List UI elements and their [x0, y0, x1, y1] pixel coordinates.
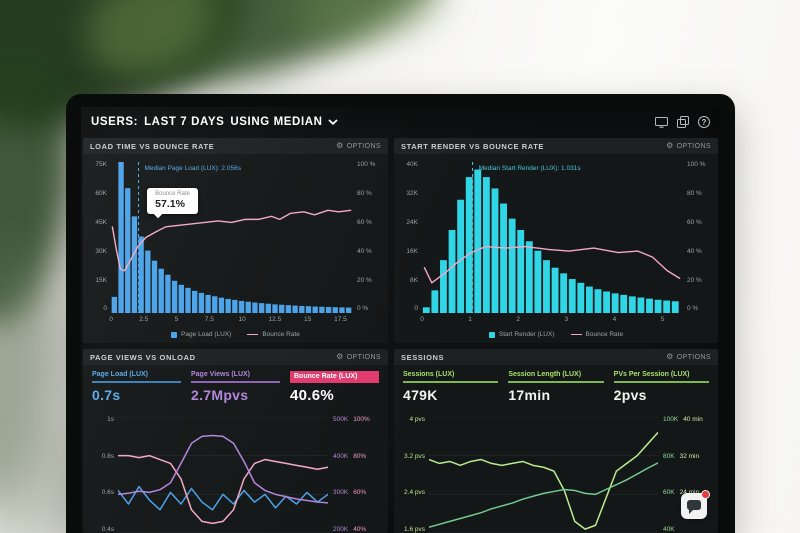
y-axis-left: 75K 60K 45K 30K 15K 0: [95, 161, 107, 313]
gear-icon: ⚙: [666, 352, 674, 361]
chevron-down-icon: [327, 116, 338, 128]
gear-icon: ⚙: [336, 352, 344, 361]
options-label: OPTIONS: [346, 142, 381, 150]
y-axis-left: 4 pvs 3.2 pvs 2.4 pvs 1.6 pvs: [404, 416, 425, 533]
start-render-chart: [422, 162, 682, 313]
sessions-chart: [429, 417, 658, 533]
blue-swatch-icon: [171, 331, 178, 338]
metric-pvs-per-session: PVs Per Session (LUX) 2pvs: [613, 371, 709, 413]
metric-bounce-rate: Bounce Rate (LUX) 40.6%: [290, 371, 379, 413]
sessions-chart-plot[interactable]: [429, 417, 658, 533]
panel-start-render-header: START RENDER VS BOUNCE RATE ⚙ OPTIONS: [394, 138, 718, 154]
mini-chart-area: 1s 0.8s 0.6s 0.4s 500K 100% 400K 80% 300K 60% 200…: [83, 413, 388, 533]
legend-page-load[interactable]: Page Load (LUX): [171, 331, 231, 338]
panel-page-views-header: PAGE VIEWS VS ONLOAD ⚙ OPTIONS: [83, 349, 388, 365]
options-button[interactable]: ⚙ OPTIONS: [336, 142, 381, 150]
tooltip: Bounce Rate 57.1%: [147, 187, 198, 214]
load-time-chart: [111, 162, 352, 313]
metric-session-length: Session Length (LUX) 17min: [508, 371, 604, 413]
title-metric: USING MEDIAN: [230, 116, 323, 128]
export-icon[interactable]: [677, 116, 689, 128]
panel-start-render: START RENDER VS BOUNCE RATE ⚙ OPTIONS 40…: [394, 138, 718, 343]
panel-sessions-header: SESSIONS ⚙ OPTIONS: [394, 349, 718, 365]
chat-widget-button[interactable]: [681, 490, 710, 519]
display-icon[interactable]: [655, 116, 668, 128]
title-range: LAST 7 DAYS: [144, 116, 225, 128]
page-title: USERS: LAST 7 DAYS USING MEDIAN: [91, 116, 338, 128]
x-axis-labels: 0 2.5 5 7.5 10 12.5 15 17.5: [109, 316, 347, 323]
tooltip-value: 57.1%: [155, 197, 185, 210]
mini-chart-area: 4 pvs 3.2 pvs 2.4 pvs 1.6 pvs 100K 40 min 80K…: [394, 413, 718, 533]
median-selector[interactable]: USING MEDIAN: [230, 116, 338, 128]
metric-row: Sessions (LUX) 479K Session Length (LUX)…: [394, 365, 718, 413]
panel-page-views: PAGE VIEWS VS ONLOAD ⚙ OPTIONS Page Load…: [83, 349, 388, 533]
start-render-chart-plot[interactable]: Median Start Render (LUX): 1.031s: [422, 162, 682, 313]
metric-sessions: Sessions (LUX) 479K: [403, 371, 499, 413]
options-button[interactable]: ⚙ OPTIONS: [666, 142, 711, 150]
panel-title: PAGE VIEWS VS ONLOAD: [90, 352, 196, 362]
metric-page-load: Page Load (LUX) 0.7s: [92, 371, 181, 413]
options-label: OPTIONS: [676, 142, 711, 150]
page-views-chart: [118, 417, 328, 533]
y-axis-right: 100 % 80 % 60 % 40 % 20 % 0 %: [687, 161, 706, 313]
dashboard-screen: USERS: LAST 7 DAYS USING MEDIAN: [81, 107, 720, 533]
notification-dot: [701, 490, 710, 499]
header-icons: ?: [655, 116, 710, 128]
chart-area: 40K 32K 24K 16K 8K 0 Median Start Render (LUX…: [394, 154, 718, 313]
options-button[interactable]: ⚙ OPTIONS: [336, 353, 381, 361]
tooltip-label: Bounce Rate: [155, 190, 190, 197]
panel-title: LOAD TIME VS BOUNCE RATE: [90, 141, 215, 151]
chart-legend: Page Load (LUX) Bounce Rate: [83, 326, 388, 343]
panel-load-time-header: LOAD TIME VS BOUNCE RATE ⚙ OPTIONS: [83, 138, 388, 154]
gear-icon: ⚙: [666, 141, 674, 150]
panel-load-time: LOAD TIME VS BOUNCE RATE ⚙ OPTIONS 75K 60…: [83, 138, 388, 343]
panel-grid: LOAD TIME VS BOUNCE RATE ⚙ OPTIONS 75K 60…: [83, 138, 718, 533]
line-swatch-icon: [247, 334, 259, 335]
laptop: USERS: LAST 7 DAYS USING MEDIAN: [66, 94, 735, 533]
y-axis-left: 40K 32K 24K 16K 8K 0: [406, 161, 418, 313]
legend-bounce-rate[interactable]: Bounce Rate: [570, 331, 623, 338]
cyan-swatch-icon: [488, 331, 495, 338]
load-time-chart-plot[interactable]: Median Page Load (LUX): 2.056s Bounce Ra…: [111, 162, 352, 313]
panel-title: SESSIONS: [401, 352, 445, 362]
metric-row: Page Load (LUX) 0.7s Page Views (LUX) 2.…: [83, 365, 388, 413]
legend-bounce-rate[interactable]: Bounce Rate: [247, 331, 300, 338]
gear-icon: ⚙: [336, 141, 344, 150]
panel-sessions: SESSIONS ⚙ OPTIONS Sessions (LUX) 479K S…: [394, 349, 718, 533]
chart-area: 75K 60K 45K 30K 15K 0 Median Page Load (LUX):…: [83, 154, 388, 313]
legend-start-render[interactable]: Start Render (LUX): [488, 331, 555, 338]
options-label: OPTIONS: [676, 353, 711, 361]
metric-page-views: Page Views (LUX) 2.7Mpvs: [191, 371, 280, 413]
y-axis-right: 500K 100% 400K 80% 300K 60% 200K 40%: [333, 416, 370, 533]
title-users: USERS:: [91, 116, 139, 128]
options-button[interactable]: ⚙ OPTIONS: [666, 353, 711, 361]
chart-legend: Start Render (LUX) Bounce Rate: [394, 326, 718, 343]
page-views-chart-plot[interactable]: [118, 417, 328, 533]
help-icon[interactable]: ?: [698, 116, 710, 128]
panel-title: START RENDER VS BOUNCE RATE: [401, 141, 545, 151]
y-axis-right: 100 % 80 % 60 % 40 % 20 % 0 %: [357, 161, 376, 313]
line-swatch-icon: [570, 334, 582, 335]
chat-bubble-icon: [687, 500, 701, 514]
options-label: OPTIONS: [346, 353, 381, 361]
dashboard-header: USERS: LAST 7 DAYS USING MEDIAN: [81, 107, 720, 137]
y-axis-left: 1s 0.8s 0.6s 0.4s: [101, 416, 114, 533]
